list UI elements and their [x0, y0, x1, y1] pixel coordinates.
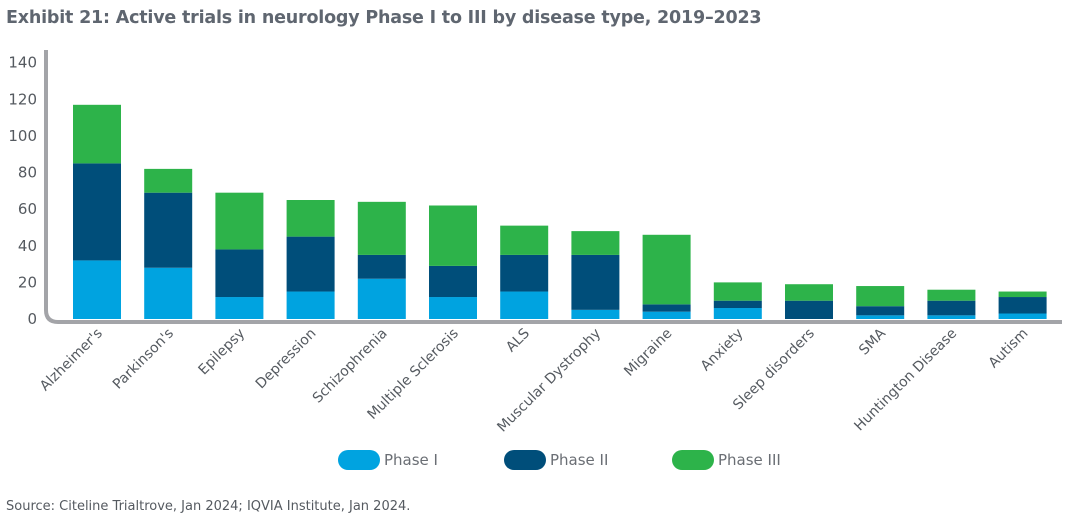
bar-segment-phase-2 [215, 249, 264, 298]
bar-segment-phase-1 [144, 267, 193, 319]
legend: Phase I Phase II Phase III [0, 450, 1080, 474]
legend-item-phase-2: Phase II [504, 450, 608, 470]
bar-stack [856, 286, 905, 319]
axis-lines [44, 50, 1062, 324]
x-axis-labels: Alzheimer's Parkinson's Epilepsy Depression… [37, 325, 1031, 435]
x-tick-label: Epilepsy [195, 326, 248, 379]
bar-segment-phase-3 [998, 291, 1047, 298]
x-tick-label: Autism [986, 326, 1032, 372]
bar-segment-phase-3 [357, 201, 406, 255]
bar-segment-phase-1 [357, 278, 406, 319]
bar-segment-phase-2 [713, 300, 762, 309]
legend-swatch-phase-2 [504, 450, 546, 470]
x-tick-label: Schizophrenia [310, 326, 391, 407]
bar-stack [144, 168, 193, 319]
y-tick-label: 100 [8, 127, 37, 145]
bar-segment-phase-3 [927, 289, 976, 301]
bar-stack [73, 104, 121, 319]
bar-segment-phase-2 [927, 300, 976, 316]
legend-label-phase-3: Phase III [718, 451, 781, 469]
y-tick-label: 80 [18, 164, 37, 182]
y-tick-label: 60 [18, 200, 37, 218]
bar-segment-phase-2 [500, 254, 549, 292]
chart-title: Exhibit 21: Active trials in neurology P… [6, 8, 762, 28]
bar-stack [571, 231, 620, 319]
y-tick-label: 120 [8, 90, 37, 108]
legend-label-phase-2: Phase II [550, 451, 609, 469]
bar-segment-phase-1 [571, 309, 620, 319]
legend-item-phase-3: Phase III [672, 450, 781, 470]
x-tick-label: Alzheimer's [37, 326, 106, 395]
y-tick-label: 20 [18, 273, 37, 291]
bar-stack [927, 289, 976, 319]
bar-segment-phase-3 [500, 225, 549, 255]
bar-stack [500, 225, 549, 319]
bar-segment-phase-3 [286, 200, 335, 237]
bar-segment-phase-2 [73, 163, 121, 261]
bar-segment-phase-1 [73, 260, 121, 319]
y-axis-ticks: 0 20 40 60 80 100 120 140 [8, 54, 37, 328]
bar-segment-phase-3 [73, 104, 121, 164]
x-tick-label: Migraine [621, 326, 675, 380]
bar-stack [215, 192, 264, 319]
bar-segment-phase-1 [642, 311, 691, 319]
bar-segment-phase-2 [856, 306, 905, 316]
bar-segment-phase-2 [357, 254, 406, 279]
bar-segment-phase-1 [927, 315, 976, 319]
bar-segment-phase-3 [215, 192, 264, 250]
x-tick-label: Depression [253, 326, 320, 393]
x-tick-label: SMA [856, 325, 889, 358]
bar-segment-phase-2 [785, 300, 833, 319]
bar-segment-phase-2 [571, 254, 620, 310]
bar-segment-phase-2 [429, 265, 477, 298]
y-tick-label: 140 [8, 54, 37, 72]
legend-swatch-phase-3 [672, 450, 714, 470]
bar-segment-phase-3 [785, 284, 833, 301]
legend-item-phase-1: Phase I [338, 450, 438, 470]
x-tick-label: Parkinson's [110, 326, 177, 393]
bar-segment-phase-1 [998, 313, 1047, 319]
x-tick-label: ALS [503, 325, 533, 355]
y-tick-label: 40 [18, 237, 37, 255]
bar-segment-phase-1 [713, 308, 762, 319]
bar-segment-phase-1 [856, 315, 905, 319]
x-tick-label: Anxiety [698, 326, 747, 375]
bar-segment-phase-3 [571, 231, 620, 255]
bar-segment-phase-1 [429, 297, 477, 319]
bars [73, 104, 1047, 319]
bar-stack [429, 205, 477, 319]
bar-segment-phase-3 [429, 205, 477, 266]
bar-stack [998, 291, 1047, 319]
bar-segment-phase-1 [500, 291, 549, 319]
y-tick-label: 0 [27, 310, 37, 328]
bar-segment-phase-2 [642, 304, 691, 312]
stacked-bar-chart: 0 20 40 60 80 100 120 140 Alzheimer's Parkinson'… [8, 50, 1062, 435]
bar-segment-phase-3 [642, 234, 691, 305]
bar-stack [713, 282, 762, 319]
bar-segment-phase-2 [144, 192, 193, 268]
bar-stack [785, 284, 833, 319]
bar-stack [286, 200, 335, 319]
bar-stack [357, 201, 406, 319]
bar-segment-phase-1 [215, 297, 264, 319]
bar-segment-phase-3 [144, 168, 193, 193]
legend-label-phase-1: Phase I [384, 451, 438, 469]
bar-segment-phase-3 [856, 286, 905, 307]
legend-swatch-phase-1 [338, 450, 380, 470]
source-note: Source: Citeline Trialtrove, Jan 2024; I… [6, 499, 411, 514]
bar-segment-phase-1 [286, 291, 335, 319]
bar-segment-phase-2 [286, 236, 335, 292]
bar-stack [642, 234, 691, 319]
bar-segment-phase-2 [998, 297, 1047, 314]
bar-segment-phase-3 [713, 282, 762, 301]
